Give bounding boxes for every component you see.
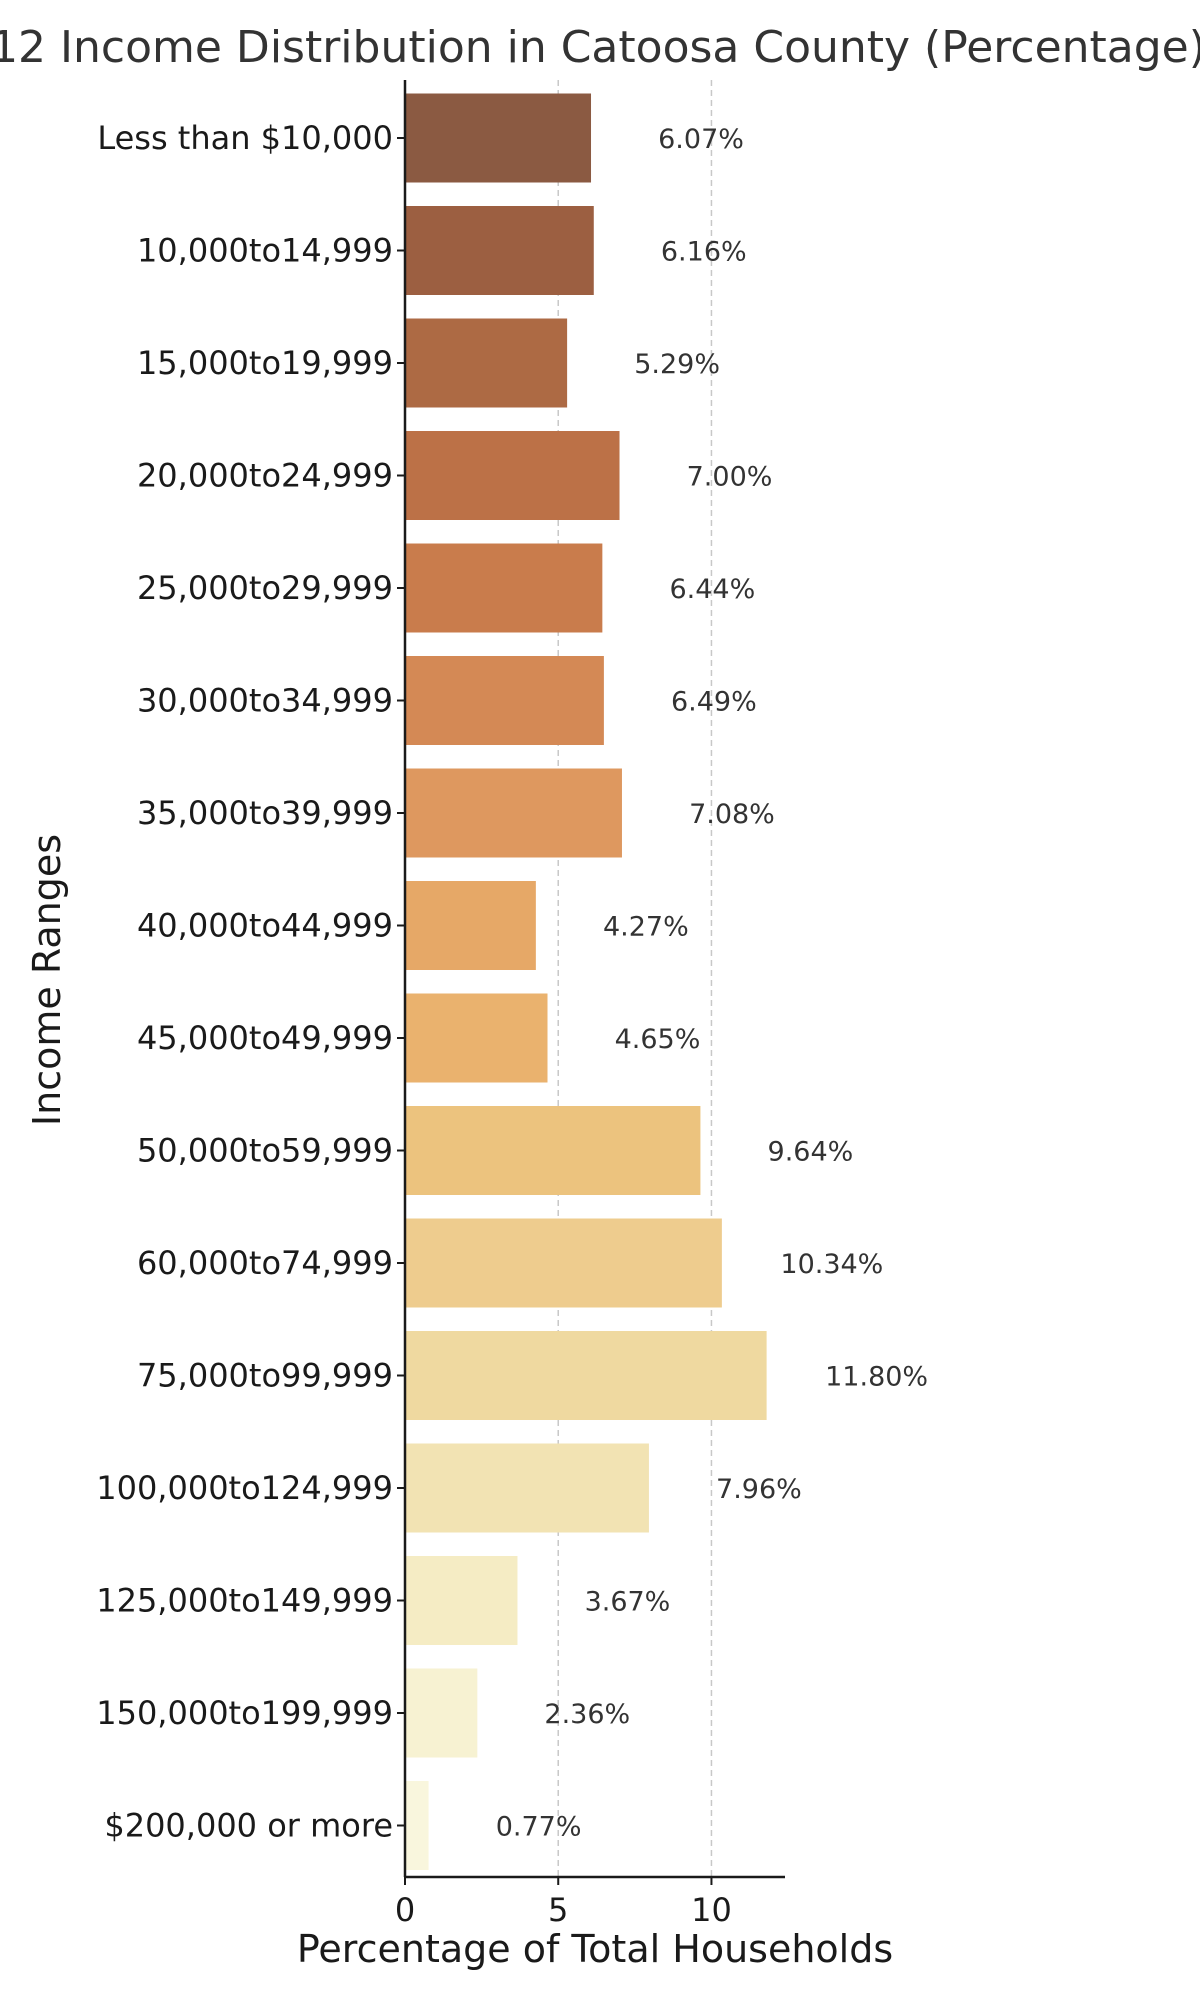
value-label-14: 2.36% [544, 1699, 630, 1730]
value-label-1: 6.16% [661, 237, 747, 268]
value-label-9: 9.64% [768, 1137, 854, 1168]
value-label-2: 5.29% [634, 349, 720, 380]
category-label-2: 15,000to19,999 [137, 344, 393, 382]
category-label-6: 35,000to39,999 [137, 794, 393, 832]
value-label-15: 0.77% [496, 1812, 582, 1843]
x-tick-label-0: 0 [395, 1891, 415, 1929]
category-label-10: 60,000to74,999 [137, 1244, 393, 1282]
bar-12 [405, 1443, 649, 1533]
value-label-8: 4.65% [615, 1024, 701, 1055]
value-label-13: 3.67% [585, 1587, 671, 1618]
x-axis-title: Percentage of Total Households [297, 1927, 893, 1971]
category-label-12: 100,000to124,999 [96, 1469, 393, 1507]
category-label-14: 150,000to199,999 [96, 1694, 393, 1732]
chart-title: 2012 Income Distribution in Catoosa Coun… [0, 22, 1200, 73]
category-labels: Less than $10,000 10,000to14,999 15,000to1… [96, 119, 393, 1845]
category-label-15: $200,000 or more [104, 1807, 393, 1845]
bar-14 [405, 1668, 478, 1758]
category-label-4: 25,000to29,999 [137, 569, 393, 607]
value-label-5: 6.49% [671, 687, 757, 718]
bar-7 [405, 881, 536, 970]
bar-3 [405, 431, 620, 520]
bar-10 [405, 1218, 722, 1308]
bars [405, 93, 767, 1870]
value-label-4: 6.44% [669, 574, 755, 605]
category-label-13: 125,000to149,999 [96, 1582, 393, 1620]
bar-9 [405, 1106, 701, 1195]
bar-11 [405, 1331, 767, 1420]
bar-15 [405, 1781, 429, 1870]
value-label-11: 11.80% [825, 1362, 928, 1393]
bar-1 [405, 206, 594, 295]
bar-8 [405, 993, 548, 1083]
bar-13 [405, 1556, 518, 1645]
category-label-9: 50,000to59,999 [137, 1132, 393, 1170]
category-label-11: 75,000to99,999 [137, 1357, 393, 1395]
bar-5 [405, 656, 604, 745]
x-tick-label-1: 5 [548, 1891, 568, 1929]
value-label-10: 10.34% [780, 1249, 883, 1280]
bar-2 [405, 318, 568, 408]
value-label-6: 7.08% [689, 799, 775, 830]
category-label-8: 45,000to49,999 [137, 1019, 393, 1057]
value-label-0: 6.07% [658, 124, 744, 155]
value-label-12: 7.96% [716, 1474, 802, 1505]
category-label-3: 20,000to24,999 [137, 457, 393, 495]
value-labels: 6.07% 6.16% 5.29% 7.00% 6.44% 6.49% 7.08% 4.27%… [496, 124, 928, 1843]
bar-4 [405, 543, 603, 633]
y-axis-title: Income Ranges [25, 834, 69, 1126]
bar-0 [405, 93, 592, 183]
category-label-7: 40,000to44,999 [137, 907, 393, 945]
value-label-3: 7.00% [687, 462, 773, 493]
axes: 0 5 10 [395, 80, 785, 1929]
x-tick-label-2: 10 [691, 1891, 732, 1929]
category-label-5: 30,000to34,999 [137, 682, 393, 720]
value-label-7: 4.27% [603, 912, 689, 943]
category-label-0: Less than $10,000 [97, 119, 393, 157]
bar-6 [405, 768, 622, 858]
category-label-1: 10,000to14,999 [137, 232, 393, 270]
